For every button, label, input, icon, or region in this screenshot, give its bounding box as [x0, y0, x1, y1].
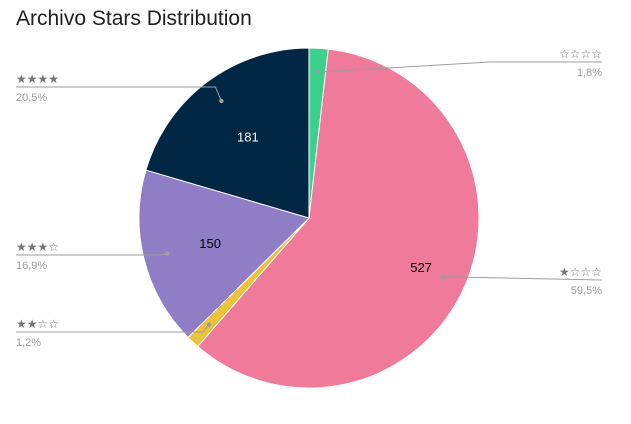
leader-line [16, 324, 210, 333]
legend-stars-label: ★★☆☆ [16, 317, 59, 331]
leader-dot [206, 322, 212, 327]
legend-stars-label: ☆☆☆☆ [559, 47, 602, 61]
leader-line [317, 61, 602, 73]
chart-title: Archivo Stars Distribution [16, 7, 252, 30]
legend-stars-label: ★☆☆☆ [559, 265, 602, 279]
pie-slice [138, 169, 310, 339]
legend-stars-label: ★★★★ [16, 72, 59, 86]
percent-label: 20,5% [16, 92, 47, 104]
leader-dot [219, 98, 224, 104]
percent-label: 1,8% [577, 67, 602, 79]
leader-line [442, 276, 603, 281]
leader-dot [440, 274, 446, 279]
value-label: 181 [237, 129, 259, 144]
leader-dot [315, 69, 320, 75]
leader-line [16, 86, 222, 102]
legend-stars-label: ★★★☆ [16, 240, 59, 254]
pie-slice [197, 48, 480, 389]
percent-label: 16,9% [16, 260, 47, 272]
percent-label: 1,2% [16, 337, 41, 349]
percent-label: 59,5% [571, 285, 602, 297]
leader-dot [165, 251, 170, 256]
pie-slice [145, 47, 310, 219]
value-label: 150 [199, 236, 221, 251]
value-label: 527 [410, 260, 432, 275]
